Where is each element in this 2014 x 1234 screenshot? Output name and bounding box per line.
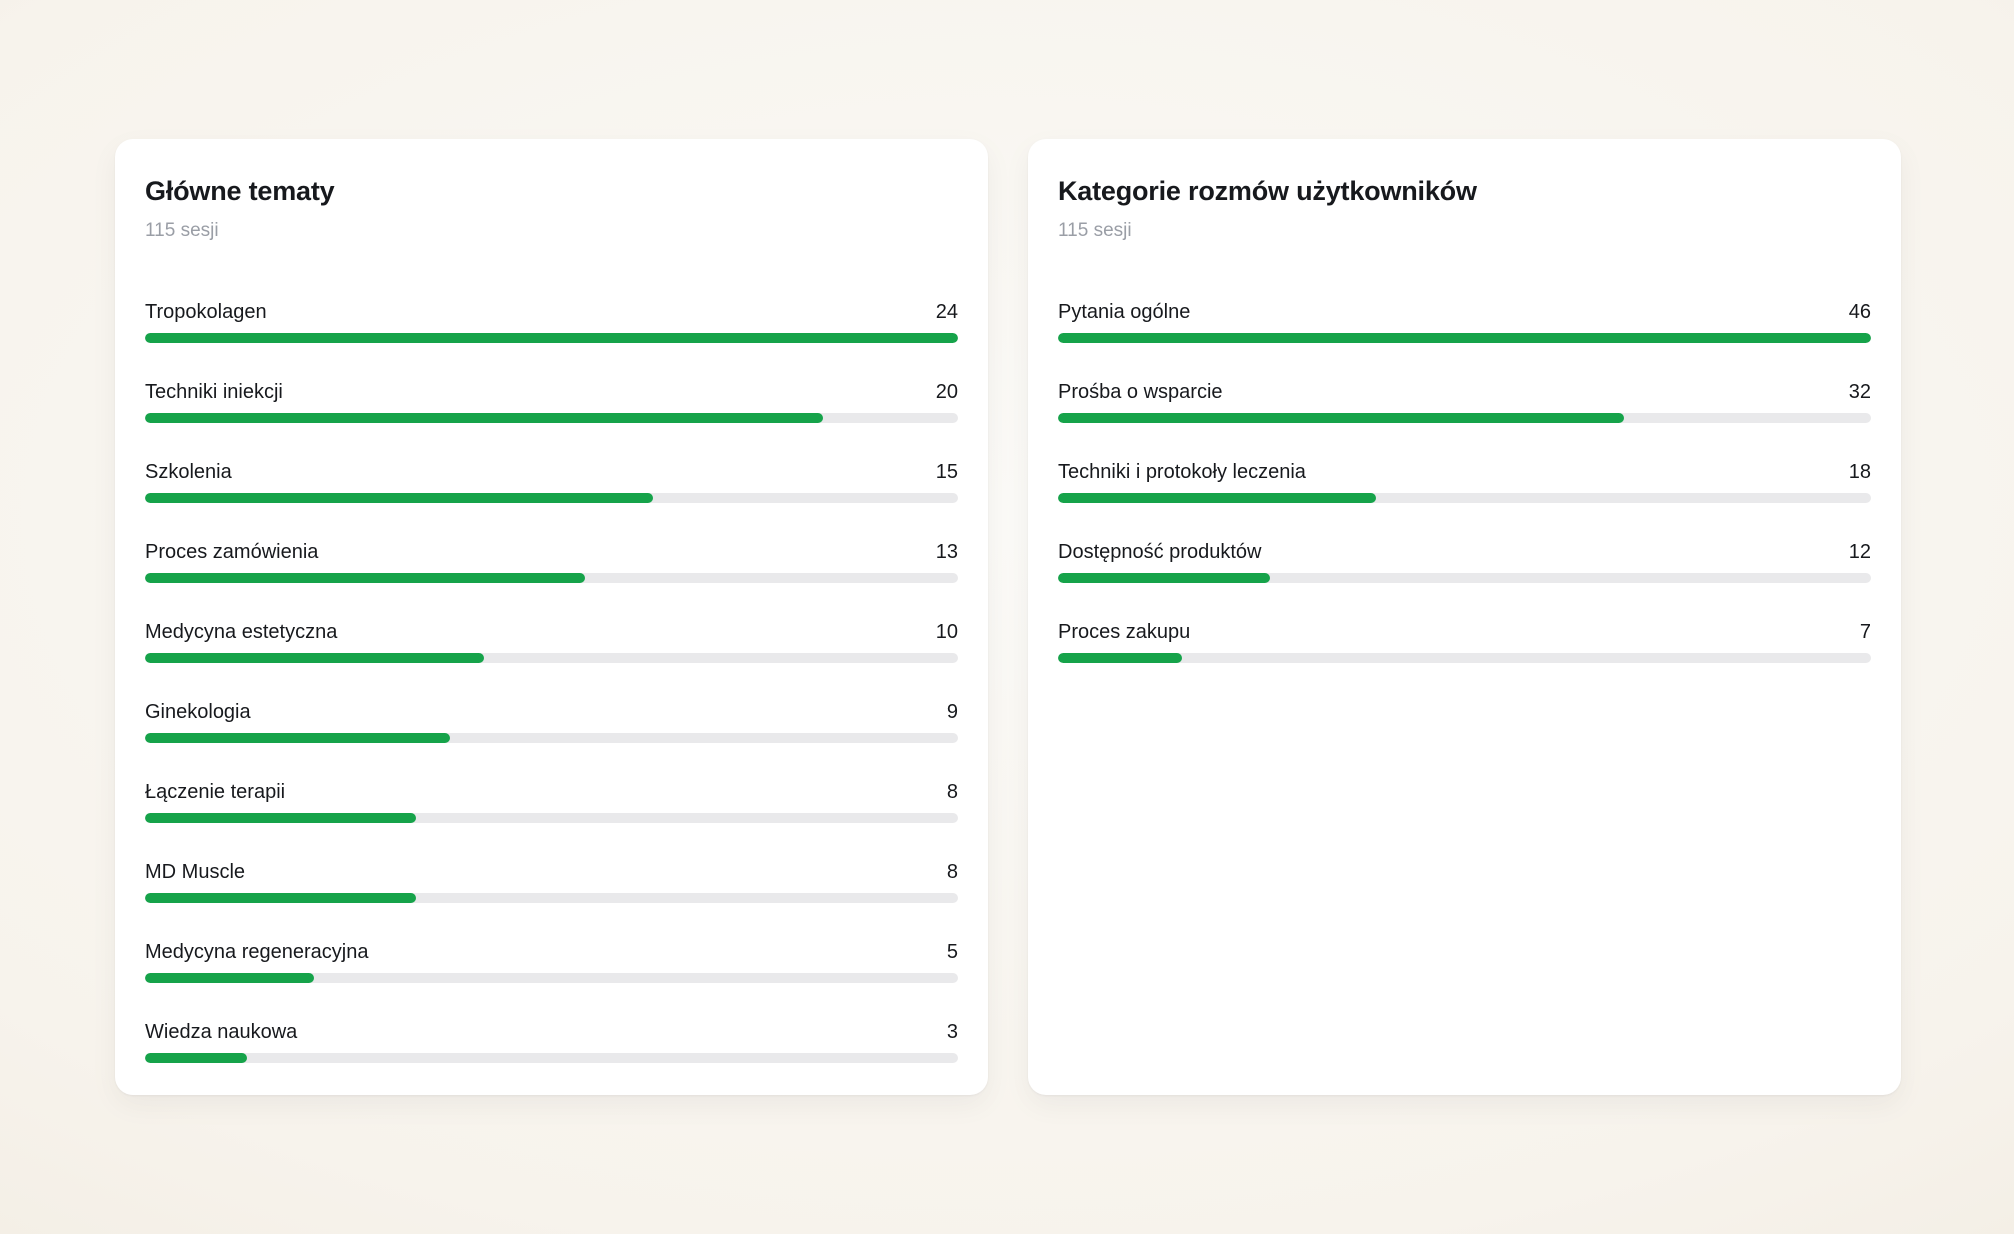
- item-label: Techniki i protokoły leczenia: [1058, 461, 1306, 483]
- list-item: Pytania ogólne 46: [1058, 300, 1871, 343]
- progress-track: [1058, 413, 1871, 423]
- item-value: 10: [935, 621, 958, 643]
- progress-track: [145, 813, 958, 823]
- item-value: 20: [935, 381, 958, 403]
- progress-fill: [1058, 333, 1871, 343]
- progress-track: [145, 733, 958, 743]
- progress-track: [145, 893, 958, 903]
- progress-track: [145, 333, 958, 343]
- list-item: Proces zakupu 7: [1058, 620, 1871, 663]
- progress-fill: [145, 893, 416, 903]
- list-item: Szkolenia 15: [145, 460, 958, 503]
- progress-fill: [1058, 653, 1182, 663]
- list-item: Medycyna estetyczna 10: [145, 620, 958, 663]
- progress-track: [145, 493, 958, 503]
- progress-fill: [145, 973, 315, 983]
- item-value: 12: [1848, 541, 1871, 563]
- item-value: 7: [1859, 621, 1871, 643]
- item-label: Dostępność produktów: [1058, 541, 1262, 563]
- list-item: MD Muscle 8: [145, 860, 958, 903]
- progress-fill: [145, 493, 654, 503]
- cards-container: Główne tematy 115 sesji Tropokolagen 24 …: [115, 139, 1901, 1095]
- progress-fill: [145, 733, 450, 743]
- progress-fill: [145, 813, 416, 823]
- list-item: Tropokolagen 24: [145, 300, 958, 343]
- bar-list: Tropokolagen 24 Techniki iniekcji 20 Szk…: [145, 300, 958, 1063]
- item-label: Techniki iniekcji: [145, 381, 283, 403]
- item-value: 13: [935, 541, 958, 563]
- item-label: Proces zakupu: [1058, 621, 1191, 643]
- item-value: 46: [1848, 301, 1871, 323]
- card-subtitle: 115 sesji: [145, 220, 219, 241]
- progress-track: [145, 573, 958, 583]
- item-value: 18: [1848, 461, 1871, 483]
- item-value: 8: [946, 861, 958, 883]
- list-item: Łączenie terapii 8: [145, 780, 958, 823]
- item-value: 3: [946, 1021, 958, 1043]
- list-item: Dostępność produktów 12: [1058, 540, 1871, 583]
- list-item: Wiedza naukowa 3: [145, 1020, 958, 1063]
- progress-fill: [145, 413, 823, 423]
- item-value: 24: [935, 301, 958, 323]
- progress-fill: [1058, 413, 1624, 423]
- user-categories-card: Kategorie rozmów użytkowników 115 sesji …: [1028, 139, 1901, 1095]
- progress-track: [1058, 333, 1871, 343]
- progress-fill: [145, 1053, 247, 1063]
- main-topics-card: Główne tematy 115 sesji Tropokolagen 24 …: [115, 139, 988, 1095]
- item-label: Łączenie terapii: [145, 781, 286, 803]
- card-title: Główne tematy: [145, 176, 335, 206]
- item-label: Pytania ogólne: [1058, 301, 1191, 323]
- progress-track: [1058, 573, 1871, 583]
- item-label: Prośba o wsparcie: [1058, 381, 1223, 403]
- item-label: Wiedza naukowa: [145, 1021, 298, 1043]
- item-value: 32: [1848, 381, 1871, 403]
- progress-fill: [1058, 493, 1377, 503]
- card-subtitle: 115 sesji: [1058, 220, 1132, 241]
- list-item: Techniki iniekcji 20: [145, 380, 958, 423]
- item-label: Medycyna estetyczna: [145, 621, 338, 643]
- item-label: Medycyna regeneracyjna: [145, 941, 369, 963]
- progress-track: [1058, 653, 1871, 663]
- item-label: Tropokolagen: [145, 301, 267, 323]
- item-value: 8: [946, 781, 958, 803]
- card-title: Kategorie rozmów użytkowników: [1058, 176, 1477, 206]
- item-label: Ginekologia: [145, 701, 251, 723]
- progress-fill: [1058, 573, 1271, 583]
- progress-fill: [145, 653, 484, 663]
- progress-fill: [145, 333, 958, 343]
- progress-track: [145, 973, 958, 983]
- progress-track: [145, 1053, 958, 1063]
- item-label: Szkolenia: [145, 461, 232, 483]
- list-item: Ginekologia 9: [145, 700, 958, 743]
- item-value: 5: [946, 941, 958, 963]
- list-item: Proces zamówienia 13: [145, 540, 958, 583]
- list-item: Techniki i protokoły leczenia 18: [1058, 460, 1871, 503]
- item-label: Proces zamówienia: [145, 541, 319, 563]
- progress-track: [1058, 493, 1871, 503]
- item-label: MD Muscle: [145, 861, 246, 883]
- item-value: 9: [946, 701, 958, 723]
- item-value: 15: [935, 461, 958, 483]
- list-item: Prośba o wsparcie 32: [1058, 380, 1871, 423]
- progress-fill: [145, 573, 586, 583]
- progress-track: [145, 413, 958, 423]
- progress-track: [145, 653, 958, 663]
- bar-list: Pytania ogólne 46 Prośba o wsparcie 32 T…: [1058, 300, 1871, 663]
- list-item: Medycyna regeneracyjna 5: [145, 940, 958, 983]
